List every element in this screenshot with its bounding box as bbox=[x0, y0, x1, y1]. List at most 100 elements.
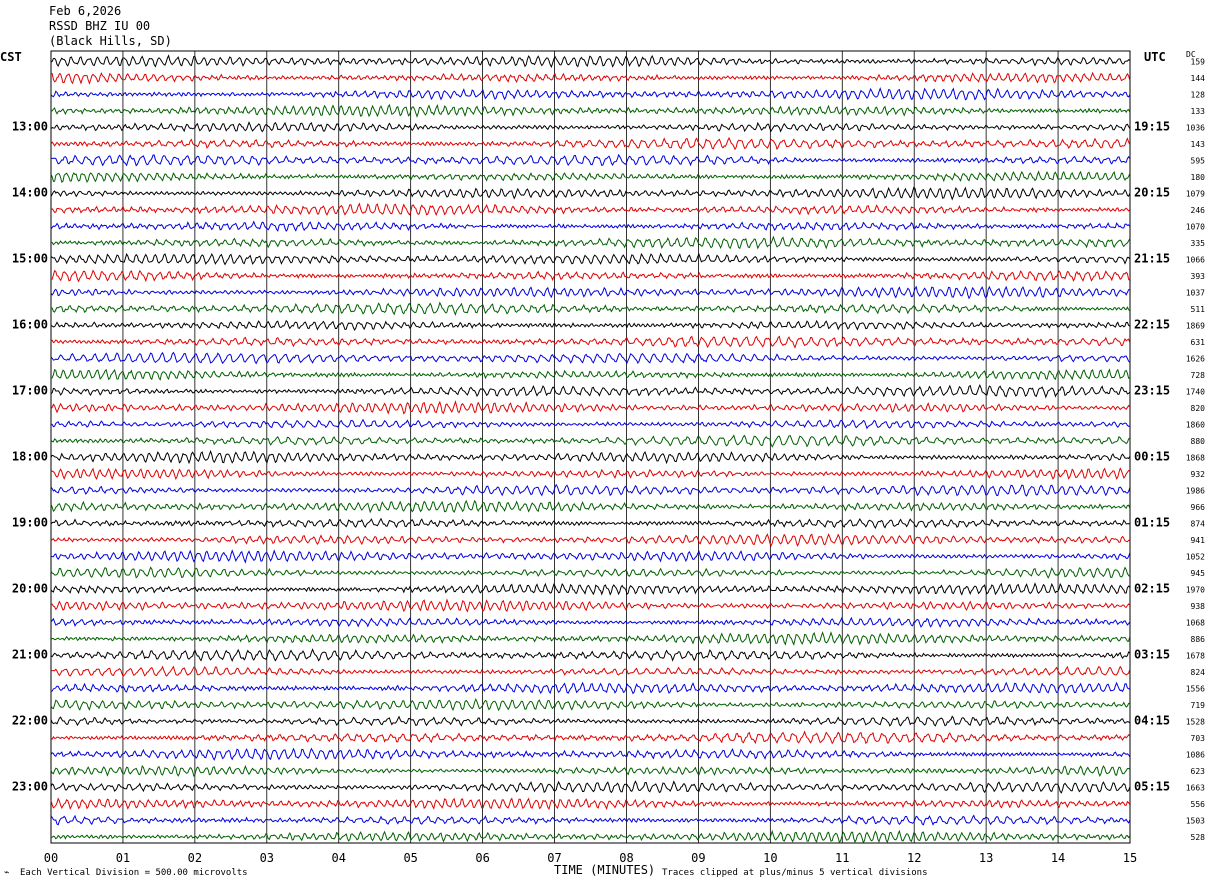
dc-offset-label: 1070 bbox=[1186, 222, 1205, 231]
left-hour-label: 20:00 bbox=[12, 581, 48, 595]
x-tick-label: 05 bbox=[403, 851, 417, 865]
trace-line bbox=[50, 71, 1131, 85]
x-tick-label: 07 bbox=[547, 851, 561, 865]
x-axis-label: TIME (MINUTES) bbox=[554, 863, 656, 877]
x-tick-label: 12 bbox=[907, 851, 921, 865]
left-hour-label: 17:00 bbox=[12, 383, 48, 397]
trace-line bbox=[50, 319, 1131, 332]
trace-line bbox=[50, 499, 1131, 514]
dc-offset-label: 1556 bbox=[1186, 684, 1205, 693]
dc-offset-label: 886 bbox=[1191, 635, 1206, 644]
dc-offset-label: 1036 bbox=[1186, 123, 1205, 132]
dc-offset-label: 1663 bbox=[1186, 783, 1205, 792]
dc-offset-label: 246 bbox=[1191, 206, 1206, 215]
trace-line bbox=[50, 467, 1130, 481]
trace-line bbox=[50, 220, 1131, 232]
dc-offset-label: 728 bbox=[1191, 371, 1206, 380]
dc-offset-label: 1066 bbox=[1186, 255, 1205, 264]
dc-offset-label: 159 bbox=[1191, 57, 1206, 66]
dc-offset-label: 1528 bbox=[1186, 717, 1205, 726]
trace-line bbox=[50, 335, 1131, 349]
trace-line bbox=[50, 681, 1131, 695]
chart-frame bbox=[50, 50, 1131, 844]
x-tick-label: 02 bbox=[188, 851, 202, 865]
trace-line bbox=[50, 566, 1131, 579]
dc-offset-label: 1868 bbox=[1186, 453, 1205, 462]
x-tick-label: 10 bbox=[763, 851, 777, 865]
trace-line bbox=[50, 252, 1131, 266]
x-tick-label: 14 bbox=[1051, 851, 1065, 865]
right-hour-label: 01:15 bbox=[1134, 515, 1170, 529]
trace-line bbox=[50, 829, 1131, 845]
dc-offset-label: 335 bbox=[1191, 239, 1206, 248]
trace-group bbox=[50, 54, 1131, 845]
dc-offset-label: 511 bbox=[1191, 305, 1206, 314]
trace-line bbox=[50, 616, 1131, 629]
left-hour-labels: 13:00 14:00 15:00 16:00 17:00 18:00 19:00 20:00… bbox=[12, 119, 48, 793]
trace-line bbox=[50, 269, 1131, 283]
trace-line bbox=[50, 368, 1130, 381]
left-hour-label: 23:00 bbox=[12, 779, 48, 793]
dc-offset-label: 874 bbox=[1191, 519, 1206, 528]
dc-offset-label: 143 bbox=[1191, 140, 1206, 149]
dc-offset-label: 1869 bbox=[1186, 321, 1205, 330]
right-hour-label: 22:15 bbox=[1134, 317, 1170, 331]
left-hour-label: 15:00 bbox=[12, 251, 48, 265]
x-tick-label: 13 bbox=[979, 851, 993, 865]
right-hour-label: 03:15 bbox=[1134, 647, 1170, 661]
header-station: RSSD BHZ IU 00 bbox=[49, 19, 151, 33]
dc-offset-label: 1740 bbox=[1186, 387, 1205, 396]
dc-offset-label: 1086 bbox=[1186, 750, 1205, 759]
dc-offset-label: 824 bbox=[1191, 668, 1206, 677]
header-date: Feb 6,2026 bbox=[49, 4, 122, 18]
right-hour-label: 04:15 bbox=[1134, 713, 1170, 727]
left-hour-label: 22:00 bbox=[12, 713, 48, 727]
left-hour-label: 19:00 bbox=[12, 515, 48, 529]
dc-offset-label: 1052 bbox=[1186, 552, 1205, 561]
footer-clip-note: Traces clipped at plus/minus 5 vertical … bbox=[662, 868, 928, 878]
dc-offset-label: 938 bbox=[1191, 602, 1206, 611]
footer-division-note: Each Vertical Division = 500.00 microvol… bbox=[20, 868, 248, 878]
trace-line bbox=[50, 301, 1131, 316]
trace-line bbox=[50, 153, 1131, 167]
trace-line bbox=[50, 598, 1131, 613]
trace-line bbox=[50, 121, 1131, 133]
dc-offset-label: 595 bbox=[1191, 156, 1206, 165]
trace-line bbox=[50, 631, 1131, 646]
dc-offset-label: 393 bbox=[1191, 272, 1206, 281]
dc-offset-label: 1678 bbox=[1186, 651, 1205, 660]
trace-line bbox=[50, 549, 1131, 564]
x-tick-label: 09 bbox=[691, 851, 705, 865]
x-tick-labels: 00 01 02 03 04 05 06 07 08 09 10 11 12 13 14 15 bbox=[44, 851, 1137, 865]
trace-line bbox=[50, 582, 1131, 596]
right-hour-label: 00:15 bbox=[1134, 449, 1170, 463]
left-hour-label: 14:00 bbox=[12, 185, 48, 199]
dc-offset-label: 631 bbox=[1191, 338, 1206, 347]
dc-offset-label: 932 bbox=[1191, 470, 1206, 479]
dc-offset-label: 1986 bbox=[1186, 486, 1205, 495]
dc-offset-label: 623 bbox=[1191, 767, 1206, 776]
x-tick-label: 06 bbox=[475, 851, 489, 865]
x-tick-label: 04 bbox=[332, 851, 346, 865]
trace-line bbox=[50, 797, 1131, 811]
trace-line bbox=[50, 351, 1131, 365]
dc-offset-label: 556 bbox=[1191, 800, 1206, 809]
trace-line bbox=[50, 202, 1131, 217]
dc-offset-label: 1503 bbox=[1186, 816, 1205, 825]
dc-label: DC bbox=[1186, 50, 1196, 59]
trace-line bbox=[50, 665, 1131, 678]
right-hour-label: 21:15 bbox=[1134, 251, 1170, 265]
left-hour-label: 13:00 bbox=[12, 119, 48, 133]
dc-offset-label: 528 bbox=[1191, 833, 1206, 842]
right-hour-label: 05:15 bbox=[1134, 779, 1170, 793]
trace-line bbox=[50, 418, 1130, 430]
x-tick-label: 11 bbox=[835, 851, 849, 865]
dc-offset-label: 1068 bbox=[1186, 618, 1205, 627]
dc-offset-label: 1037 bbox=[1186, 288, 1205, 297]
trace-line bbox=[50, 186, 1131, 201]
right-hour-label: 02:15 bbox=[1134, 581, 1170, 595]
trace-line bbox=[50, 814, 1131, 826]
left-hour-label: 18:00 bbox=[12, 449, 48, 463]
dc-offset-label: 1079 bbox=[1186, 189, 1205, 198]
dc-offset-label: 128 bbox=[1191, 90, 1206, 99]
